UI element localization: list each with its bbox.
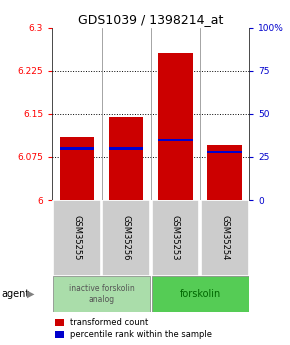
Text: GSM35255: GSM35255 [72,215,81,261]
Text: forskolin: forskolin [180,289,221,299]
Text: GSM35254: GSM35254 [220,215,229,261]
Title: GDS1039 / 1398214_at: GDS1039 / 1398214_at [78,13,224,27]
Text: percentile rank within the sample: percentile rank within the sample [70,330,212,339]
Bar [158,53,193,200]
Bar [152,200,199,276]
Bar [53,200,101,276]
Bar [55,331,64,338]
Bar [158,139,193,141]
Bar [59,137,94,200]
Bar [109,117,144,200]
Bar [201,200,249,276]
Bar [59,147,94,149]
Text: GSM35253: GSM35253 [171,215,180,261]
Bar [152,276,249,312]
Bar [102,200,150,276]
Text: agent: agent [1,289,30,299]
Text: inactive forskolin
analog: inactive forskolin analog [69,284,134,304]
Text: GSM35256: GSM35256 [122,215,131,261]
Bar [53,276,150,312]
Bar [55,319,64,326]
Text: transformed count: transformed count [70,318,148,327]
Bar [109,147,144,149]
Bar [208,146,242,200]
Text: ▶: ▶ [27,289,35,299]
Bar [208,151,242,153]
